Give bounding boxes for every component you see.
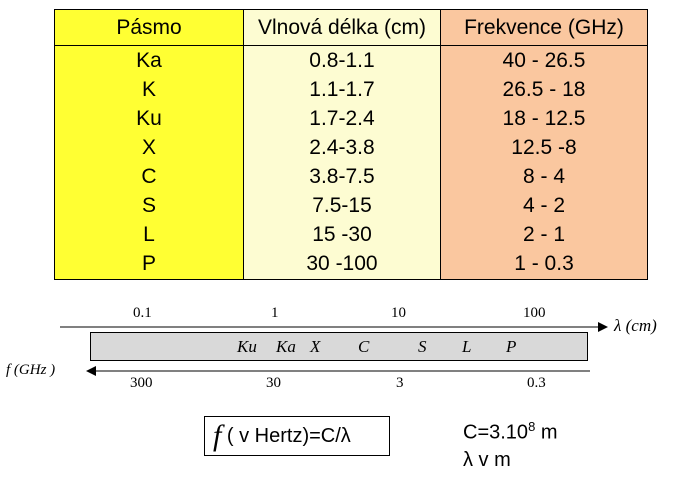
table-row: X 2.4-3.8 12.5 -8 xyxy=(54,133,648,163)
frequency-cell: 2 - 1 xyxy=(440,220,648,250)
frequency-cell: 1 - 0.3 xyxy=(440,249,648,280)
header-frequency: Frekvence (GHz) xyxy=(440,9,648,46)
band-label: C xyxy=(358,337,370,356)
lambda-unit-note: λ v m xyxy=(463,449,511,471)
table-row: C 3.8-7.5 8 - 4 xyxy=(54,162,648,192)
speed-of-light-exponent: 8 xyxy=(528,419,536,434)
band-cell: K xyxy=(54,75,244,105)
frequency-arrowhead-icon xyxy=(86,366,96,376)
band-scale-bar xyxy=(90,332,588,361)
wavelength-tick: 0.1 xyxy=(133,305,152,321)
table-row: Ku 1.7-2.4 18 - 12.5 xyxy=(54,104,648,134)
frequency-cell: 12.5 -8 xyxy=(440,133,648,163)
formula-text: ( v Hertz)=C/λ xyxy=(221,425,351,447)
frequency-tick: 0.3 xyxy=(527,375,546,391)
band-label: P xyxy=(506,337,517,356)
formula-box: f ( v Hertz)=C/λ xyxy=(204,416,390,456)
frequency-cell: 4 - 2 xyxy=(440,191,648,221)
wavelength-cell: 2.4-3.8 xyxy=(243,133,441,163)
band-label: X xyxy=(310,337,321,356)
band-label: S xyxy=(418,337,427,356)
table-row: S 7.5-15 4 - 2 xyxy=(54,191,648,221)
header-band: Pásmo xyxy=(54,9,244,46)
speed-of-light-note: C=3.108 m xyxy=(463,419,558,445)
band-cell: S xyxy=(54,191,244,221)
wavelength-cell: 30 -100 xyxy=(243,249,441,280)
band-label: Ku xyxy=(237,337,257,356)
frequency-cell: 26.5 - 18 xyxy=(440,75,648,105)
table-row: L 15 -30 2 - 1 xyxy=(54,220,648,250)
frequency-cell: 8 - 4 xyxy=(440,162,648,192)
table-row: K 1.1-1.7 26.5 - 18 xyxy=(54,75,648,105)
band-cell: X xyxy=(54,133,244,163)
band-cell: L xyxy=(54,220,244,250)
band-table: Pásmo Vlnová délka (cm) Frekvence (GHz) … xyxy=(54,9,648,280)
band-label: Ka xyxy=(276,337,296,356)
wavelength-arrowhead-icon xyxy=(598,322,608,332)
band-cell: Ku xyxy=(54,104,244,134)
wavelength-cell: 15 -30 xyxy=(243,220,441,250)
frequency-cell: 18 - 12.5 xyxy=(440,104,648,134)
table-row: Ka 0.8-1.1 40 - 26.5 xyxy=(54,45,648,76)
speed-of-light-unit: m xyxy=(535,421,558,444)
band-cell: P xyxy=(54,249,244,280)
frequency-tick: 30 xyxy=(266,375,281,391)
wavelength-tick: 1 xyxy=(271,305,279,321)
wavelength-tick: 10 xyxy=(391,305,406,321)
frequency-tick: 3 xyxy=(396,375,404,391)
wavelength-cell: 0.8-1.1 xyxy=(243,45,441,76)
wavelength-cell: 7.5-15 xyxy=(243,191,441,221)
table-row: P 30 -100 1 - 0.3 xyxy=(54,249,648,280)
band-cell: C xyxy=(54,162,244,192)
wavelength-cell: 1.7-2.4 xyxy=(243,104,441,134)
speed-of-light-value: C=3.10 xyxy=(463,421,529,444)
frequency-tick: 300 xyxy=(130,375,153,391)
band-label: L xyxy=(462,337,472,356)
wavelength-tick: 100 xyxy=(523,305,546,321)
wavelength-cell: 1.1-1.7 xyxy=(243,75,441,105)
table-header-row: Pásmo Vlnová délka (cm) Frekvence (GHz) xyxy=(54,9,648,46)
wavelength-cell: 3.8-7.5 xyxy=(243,162,441,192)
frequency-axis-label: f (GHz ) xyxy=(6,362,56,378)
frequency-cell: 40 - 26.5 xyxy=(440,45,648,76)
formula-symbol: f xyxy=(213,419,222,452)
band-cell: Ka xyxy=(54,45,244,76)
wavelength-axis-label: λ (cm) xyxy=(614,316,657,335)
